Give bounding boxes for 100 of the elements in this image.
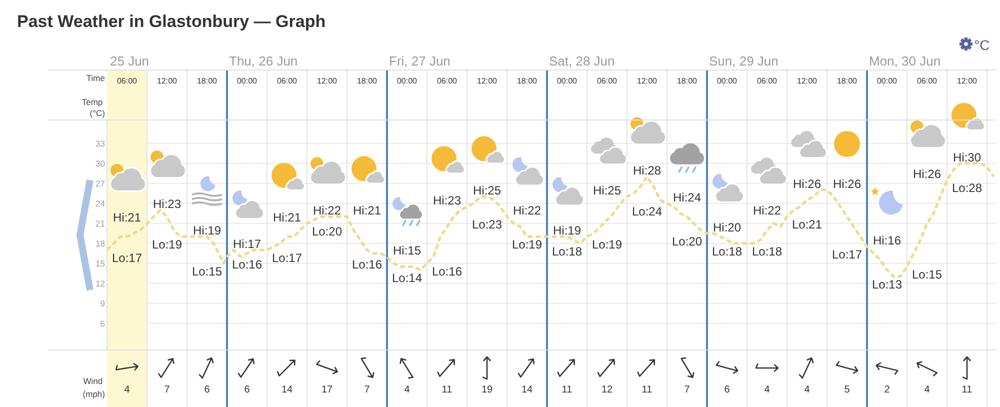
text: 25 Jun	[110, 54, 150, 68]
annotation: Hi:19	[552, 224, 582, 238]
data-label: 7	[364, 384, 370, 396]
x-tick-label: 06:00	[436, 76, 458, 86]
y-tick-label: 12	[96, 278, 106, 288]
data-label: 14	[521, 384, 533, 396]
annotation: Lo:16	[432, 264, 462, 278]
x-tick-label: 12:00	[316, 76, 338, 86]
annotation: Hi:19	[192, 224, 222, 238]
annotation: Hi:30	[952, 150, 982, 164]
y-tick-label: 6	[100, 318, 106, 328]
annotation: Hi:26	[912, 167, 942, 181]
annotation: Hi:22	[512, 204, 542, 218]
data-label: 4	[404, 384, 410, 396]
x-tick-label: 18:00	[836, 76, 858, 86]
annotation: Lo:17	[832, 248, 862, 262]
data-label: 14	[281, 384, 293, 396]
x-tick-label: 18:00	[516, 76, 538, 86]
annotation: Lo:18	[752, 244, 782, 258]
x-tick-label: 18:00	[356, 76, 378, 86]
x-tick-label: 06:00	[596, 76, 618, 86]
data-label: 7	[684, 384, 690, 396]
annotation: Hi:22	[312, 204, 342, 218]
annotation: Lo:15	[912, 268, 942, 282]
text: °C	[974, 37, 990, 53]
annotation: Hi:23	[432, 194, 462, 208]
x-tick-label: 12:00	[956, 76, 978, 86]
x-tick-label: 06:00	[276, 76, 298, 86]
annotation: Hi:21	[272, 210, 302, 224]
y-tick-label: 9	[100, 298, 106, 308]
data-label: 6	[244, 384, 250, 396]
annotation: Lo:20	[312, 224, 342, 238]
y-tick-label: 18	[96, 238, 106, 248]
ref-line-label: Sat, 28 Jun	[549, 54, 615, 68]
data-label: 4	[124, 384, 130, 396]
annotation: Lo:19	[592, 238, 622, 252]
annotation: Hi:25	[592, 184, 622, 198]
annotation: Hi:20	[712, 220, 742, 234]
y-tick-label: 33	[96, 138, 106, 148]
annotation: Hi:26	[832, 177, 862, 191]
x-tick-label: 00:00	[556, 76, 578, 86]
annotation: Lo:21	[792, 218, 822, 232]
y-tick-label: 24	[96, 198, 106, 208]
annotation: Hi:21	[352, 204, 382, 218]
data-label: 17	[321, 384, 333, 396]
ref-line-label: Sun, 29 Jun	[709, 54, 778, 68]
data-label: 6	[204, 384, 210, 396]
data-label: 4	[804, 384, 810, 396]
data-label: 6	[724, 384, 730, 396]
annotation: Hi:24	[672, 190, 702, 204]
data-label: 5	[844, 384, 850, 396]
x-tick-label: 18:00	[196, 76, 218, 86]
x-axis-title: Time	[86, 73, 106, 83]
x-tick-label: 00:00	[716, 76, 738, 86]
x-tick-label: 00:00	[876, 76, 898, 86]
ref-line-label: Mon, 30 Jun	[869, 54, 941, 68]
y-tick-label: 21	[96, 218, 106, 228]
data-label: 11	[562, 384, 573, 396]
x-tick-label: 00:00	[396, 76, 418, 86]
x-tick-label: 12:00	[156, 76, 178, 86]
data-label: 7	[164, 384, 170, 396]
x-tick-label: 00:00	[236, 76, 258, 86]
data-label: 2	[884, 384, 890, 396]
y-tick-label: 27	[96, 178, 106, 188]
annotation: Lo:14	[392, 271, 422, 285]
annotation: Hi:25	[472, 184, 502, 198]
annotation: Lo:24	[632, 204, 662, 218]
x-tick-label: 06:00	[916, 76, 938, 86]
annotation: Lo:13	[872, 278, 902, 292]
annotation: Lo:18	[552, 244, 582, 258]
x-tick-label: 12:00	[636, 76, 658, 86]
ref-line-label: Fri, 27 Jun	[389, 54, 450, 68]
annotation: Hi:17	[232, 237, 262, 251]
data-label: 12	[601, 384, 613, 396]
annotation: Hi:16	[872, 234, 902, 248]
y-tick-label: 30	[96, 158, 106, 168]
annotation: Hi:15	[392, 244, 422, 258]
y-tick-label: 15	[96, 258, 106, 268]
annotation: Lo:16	[232, 258, 262, 272]
y-axis-title: Temp (°C)	[82, 97, 106, 118]
x-tick-label: 18:00	[676, 76, 698, 86]
annotation: Hi:23	[152, 197, 182, 211]
annotation: Hi:26	[792, 177, 822, 191]
text: Wind (mph)	[82, 376, 106, 399]
x-tick-label: 12:00	[476, 76, 498, 86]
annotation: Lo:28	[952, 181, 982, 195]
data-label: 19	[481, 384, 493, 396]
annotation: Lo:19	[152, 238, 182, 252]
x-tick-label: 12:00	[796, 76, 818, 86]
annotation: Lo:15	[192, 264, 222, 278]
data-label: 11	[642, 384, 653, 396]
annotation: Lo:20	[672, 234, 702, 248]
annotation: Lo:18	[712, 244, 742, 258]
data-label: 4	[924, 384, 930, 396]
data-label: 4	[764, 384, 770, 396]
annotation: Lo:19	[512, 238, 542, 252]
data-label: 11	[962, 384, 973, 396]
annotation: Lo:17	[112, 251, 142, 265]
annotation: Lo:23	[472, 218, 502, 232]
annotation: Hi:22	[752, 204, 782, 218]
